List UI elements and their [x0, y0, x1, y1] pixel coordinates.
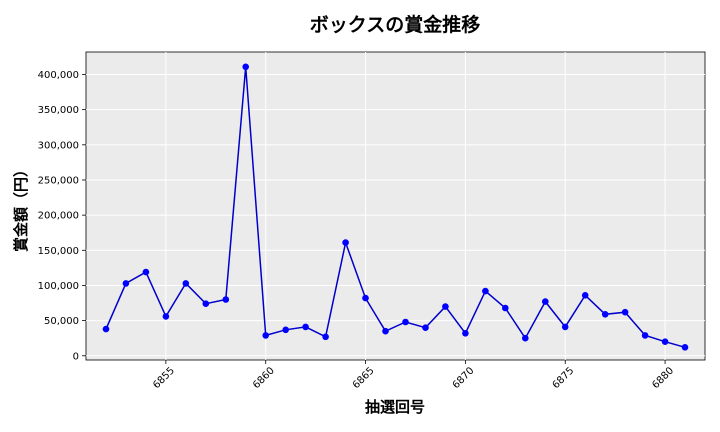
data-point	[122, 280, 130, 287]
data-point	[362, 294, 369, 302]
data-point	[581, 292, 589, 299]
y-tick-label: 0	[73, 351, 79, 362]
data-point	[462, 330, 469, 337]
y-tick-label: 100,000	[38, 281, 79, 292]
data-point	[302, 323, 309, 331]
y-tick-label: 250,000	[38, 175, 79, 186]
chart-title: ボックスの賞金推移	[310, 13, 480, 36]
x-tick-label: 6875	[551, 365, 577, 391]
data-point	[641, 332, 649, 339]
data-point	[102, 325, 110, 333]
data-point	[601, 311, 609, 318]
data-point	[681, 344, 689, 351]
data-point	[482, 287, 489, 295]
data-point	[382, 327, 389, 335]
grid-lines	[86, 52, 705, 360]
data-point	[561, 323, 569, 331]
data-point	[442, 303, 449, 310]
data-point	[322, 333, 329, 341]
plot-area	[85, 51, 706, 361]
data-point	[242, 63, 249, 71]
y-tick-label: 300,000	[38, 140, 79, 151]
x-axis-label: 抽選回号	[365, 398, 425, 416]
x-tick-label: 6865	[351, 365, 377, 391]
y-tick-label: 200,000	[38, 211, 79, 222]
data-point	[222, 296, 230, 303]
data-point	[182, 280, 190, 287]
x-axis-ticks: 6855 6860 6865 6870 6875 6880	[151, 360, 676, 391]
x-tick-label: 6870	[451, 365, 477, 391]
data-point	[342, 239, 349, 246]
x-tick-label: 6860	[251, 365, 277, 391]
series-markers	[102, 63, 689, 351]
data-point	[282, 326, 290, 334]
y-axis-label: 賞金額（円）	[12, 162, 30, 252]
x-tick-label: 6880	[650, 365, 676, 391]
data-point	[522, 334, 529, 342]
data-point	[142, 268, 150, 276]
series-line	[105, 66, 686, 349]
y-tick-label: 400,000	[38, 70, 79, 81]
data-point	[661, 338, 669, 346]
data-point	[262, 332, 270, 339]
y-tick-label: 50,000	[44, 316, 79, 327]
data-point	[502, 304, 509, 312]
data-point	[621, 308, 629, 316]
y-tick-label: 150,000	[38, 246, 79, 257]
data-point	[202, 300, 210, 308]
data-point	[542, 298, 549, 305]
y-axis-ticks: 0 50,000 100,000 150,000 200,000 250,000 300,0…	[38, 70, 86, 362]
data-point	[162, 313, 170, 320]
data-point	[422, 324, 429, 332]
data-point	[402, 318, 409, 326]
y-tick-label: 350,000	[38, 105, 79, 116]
x-tick-label: 6855	[151, 365, 177, 391]
